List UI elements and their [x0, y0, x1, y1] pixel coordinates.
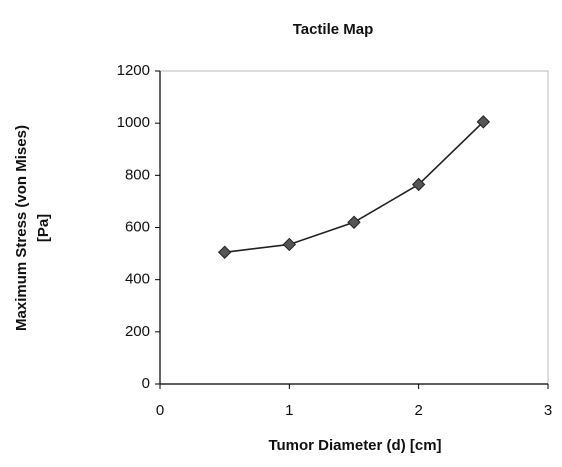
- y-axis-label: Maximum Stress (von Mises): [13, 125, 30, 331]
- y-tick-label: 1000: [117, 114, 150, 131]
- x-tick-label: 3: [544, 402, 552, 419]
- x-tick-label: 2: [414, 402, 422, 419]
- y-tick-label: 1200: [117, 62, 150, 79]
- point-marker: [347, 215, 361, 229]
- y-tick-label: 800: [125, 166, 150, 183]
- y-tick-label: 600: [125, 218, 150, 235]
- x-axis-label: Tumor Diameter (d) [cm]: [268, 437, 441, 454]
- y-tick-label: 200: [125, 323, 150, 340]
- point-marker: [217, 245, 232, 259]
- point-marker: [476, 115, 491, 129]
- y-axis-label: [Pa]: [35, 214, 52, 242]
- x-tick-label: 1: [285, 402, 293, 419]
- series-line: [224, 121, 484, 254]
- y-tick-label: 400: [125, 271, 150, 288]
- y-tick-label: 0: [142, 375, 150, 392]
- point-marker: [282, 237, 297, 252]
- x-tick-label: 0: [156, 402, 164, 419]
- chart-title: Tactile Map: [293, 21, 374, 38]
- point-marker: [411, 177, 426, 192]
